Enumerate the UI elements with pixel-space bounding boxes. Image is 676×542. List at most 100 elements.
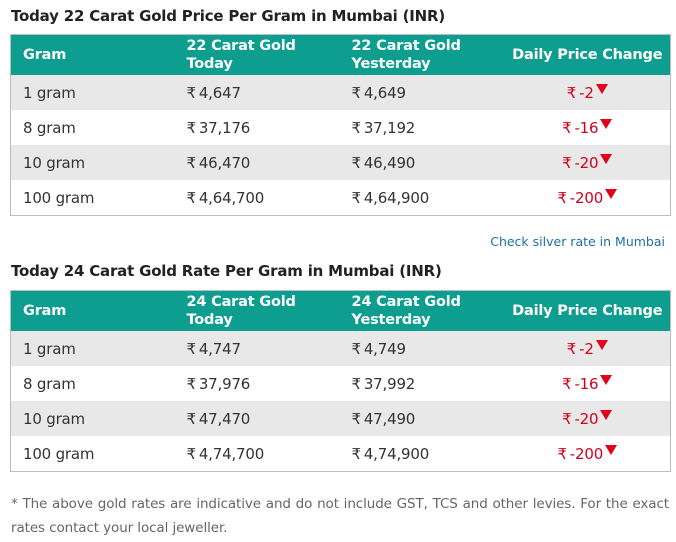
header-today: 24 Carat Gold Today bbox=[174, 290, 340, 331]
price-change: -200 bbox=[569, 444, 604, 463]
price-yesterday: 4,64,900 bbox=[363, 188, 430, 207]
arrow-down-icon bbox=[595, 83, 608, 94]
cell-today: ₹4,64,700 bbox=[175, 180, 340, 216]
rupee-symbol: ₹ bbox=[557, 188, 567, 207]
rupee-symbol: ₹ bbox=[351, 374, 362, 393]
price-today: 4,74,700 bbox=[198, 444, 265, 463]
cell-yesterday: ₹4,74,900 bbox=[340, 436, 505, 472]
table-row: 10 gram ₹47,470 ₹47,490 ₹ -20 bbox=[10, 401, 671, 436]
cell-today: ₹4,747 bbox=[174, 331, 340, 366]
table-row: 8 gram ₹37,976 ₹37,992 ₹ -16 bbox=[11, 366, 671, 401]
cell-change: ₹ -2 bbox=[504, 75, 671, 110]
cell-change: ₹ -20 bbox=[504, 401, 671, 436]
table-row: 100 gram ₹4,64,700 ₹4,64,900 ₹ -200 bbox=[11, 180, 671, 216]
arrow-down-icon bbox=[595, 339, 608, 350]
rupee-symbol: ₹ bbox=[351, 409, 362, 428]
price-today: 4,647 bbox=[198, 83, 241, 102]
rupee-symbol: ₹ bbox=[351, 153, 362, 172]
header-yesterday-line2: Yesterday bbox=[351, 312, 431, 328]
title-22k: Today 22 Carat Gold Price Per Gram in Mu… bbox=[11, 7, 445, 25]
table-row: 1 gram ₹4,647 ₹4,649 ₹ -2 bbox=[10, 75, 671, 110]
disclaimer-footnote: * The above gold rates are indicative an… bbox=[11, 496, 669, 536]
rupee-symbol: ₹ bbox=[186, 409, 197, 428]
cell-gram: 100 gram bbox=[23, 444, 95, 463]
header-yesterday-line1: 22 Carat Gold bbox=[351, 38, 461, 54]
header-change: Daily Price Change bbox=[504, 34, 671, 75]
cell-gram: 1 gram bbox=[10, 75, 175, 110]
rupee-symbol: ₹ bbox=[562, 118, 572, 137]
price-change: -20 bbox=[574, 409, 599, 428]
rupee-symbol: ₹ bbox=[186, 153, 197, 172]
header-today-line1: 22 Carat Gold bbox=[186, 38, 296, 54]
silver-rate-link[interactable]: Check silver rate in Mumbai bbox=[490, 234, 665, 249]
rupee-symbol: ₹ bbox=[562, 409, 572, 428]
price-today: 47,470 bbox=[198, 409, 251, 428]
price-today: 46,470 bbox=[198, 153, 251, 172]
rupee-symbol: ₹ bbox=[562, 374, 572, 393]
header-yesterday-line2: Yesterday bbox=[351, 56, 431, 72]
header-gram: Gram bbox=[10, 290, 175, 331]
rupee-symbol: ₹ bbox=[351, 83, 362, 102]
cell-gram: 100 gram bbox=[23, 188, 95, 207]
rupee-symbol: ₹ bbox=[186, 339, 197, 358]
cell-yesterday: ₹37,192 bbox=[340, 110, 505, 145]
cell-today: ₹47,470 bbox=[174, 401, 340, 436]
cell-today: ₹46,470 bbox=[174, 145, 340, 180]
header-today: 22 Carat Gold Today bbox=[174, 34, 340, 75]
price-today: 37,176 bbox=[198, 118, 251, 137]
price-yesterday: 47,490 bbox=[363, 409, 416, 428]
cell-gram: 8 gram bbox=[23, 118, 76, 137]
rupee-symbol: ₹ bbox=[351, 118, 362, 137]
cell-yesterday: ₹4,649 bbox=[339, 75, 505, 110]
rupee-symbol: ₹ bbox=[351, 188, 362, 207]
header-gram: Gram bbox=[10, 34, 175, 75]
price-today: 37,976 bbox=[198, 374, 251, 393]
table-header-row: Gram 22 Carat Gold Today 22 Carat Gold Y… bbox=[10, 34, 671, 75]
header-today-line2: Today bbox=[186, 56, 233, 72]
price-change: -2 bbox=[579, 339, 594, 358]
header-yesterday-line1: 24 Carat Gold bbox=[351, 294, 461, 310]
price-today: 4,64,700 bbox=[198, 188, 265, 207]
arrow-down-icon bbox=[605, 444, 618, 455]
header-yesterday: 22 Carat Gold Yesterday bbox=[339, 34, 505, 75]
price-yesterday: 4,749 bbox=[363, 339, 406, 358]
cell-change: ₹ -200 bbox=[505, 180, 671, 216]
table-row: 1 gram ₹4,747 ₹4,749 ₹ -2 bbox=[10, 331, 671, 366]
price-change: -16 bbox=[574, 374, 599, 393]
table-24k: Gram 24 Carat Gold Today 24 Carat Gold Y… bbox=[10, 290, 671, 472]
arrow-down-icon bbox=[600, 153, 613, 164]
cell-today: ₹4,74,700 bbox=[175, 436, 340, 472]
cell-yesterday: ₹37,992 bbox=[340, 366, 505, 401]
cell-gram: 8 gram bbox=[23, 374, 76, 393]
table-row: 8 gram ₹37,176 ₹37,192 ₹ -16 bbox=[11, 110, 671, 145]
cell-gram: 10 gram bbox=[10, 401, 175, 436]
price-change: -200 bbox=[569, 188, 604, 207]
rupee-symbol: ₹ bbox=[186, 374, 197, 393]
rupee-symbol: ₹ bbox=[186, 118, 197, 137]
rupee-symbol: ₹ bbox=[566, 83, 577, 102]
cell-change: ₹ -2 bbox=[504, 331, 671, 366]
header-yesterday: 24 Carat Gold Yesterday bbox=[339, 290, 505, 331]
cell-yesterday: ₹4,64,900 bbox=[340, 180, 505, 216]
rupee-symbol: ₹ bbox=[351, 444, 362, 463]
header-today-line2: Today bbox=[186, 312, 233, 328]
cell-yesterday: ₹46,490 bbox=[339, 145, 505, 180]
price-change: -16 bbox=[574, 118, 599, 137]
cell-gram: 1 gram bbox=[10, 331, 175, 366]
cell-change: ₹ -20 bbox=[504, 145, 671, 180]
title-24k: Today 24 Carat Gold Rate Per Gram in Mum… bbox=[11, 262, 442, 280]
price-yesterday: 46,490 bbox=[363, 153, 416, 172]
rupee-symbol: ₹ bbox=[562, 153, 572, 172]
rupee-symbol: ₹ bbox=[351, 339, 362, 358]
price-today: 4,747 bbox=[198, 339, 241, 358]
cell-today: ₹37,176 bbox=[175, 110, 340, 145]
arrow-down-icon bbox=[600, 374, 613, 385]
header-today-line1: 24 Carat Gold bbox=[186, 294, 296, 310]
cell-change: ₹ -16 bbox=[505, 366, 671, 401]
cell-change: ₹ -16 bbox=[505, 110, 671, 145]
rupee-symbol: ₹ bbox=[186, 188, 197, 207]
cell-today: ₹4,647 bbox=[174, 75, 340, 110]
rupee-symbol: ₹ bbox=[557, 444, 567, 463]
rupee-symbol: ₹ bbox=[186, 83, 197, 102]
table-22k: Gram 22 Carat Gold Today 22 Carat Gold Y… bbox=[10, 34, 671, 216]
